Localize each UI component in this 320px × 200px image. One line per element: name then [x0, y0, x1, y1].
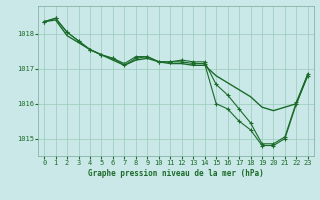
X-axis label: Graphe pression niveau de la mer (hPa): Graphe pression niveau de la mer (hPa)	[88, 169, 264, 178]
